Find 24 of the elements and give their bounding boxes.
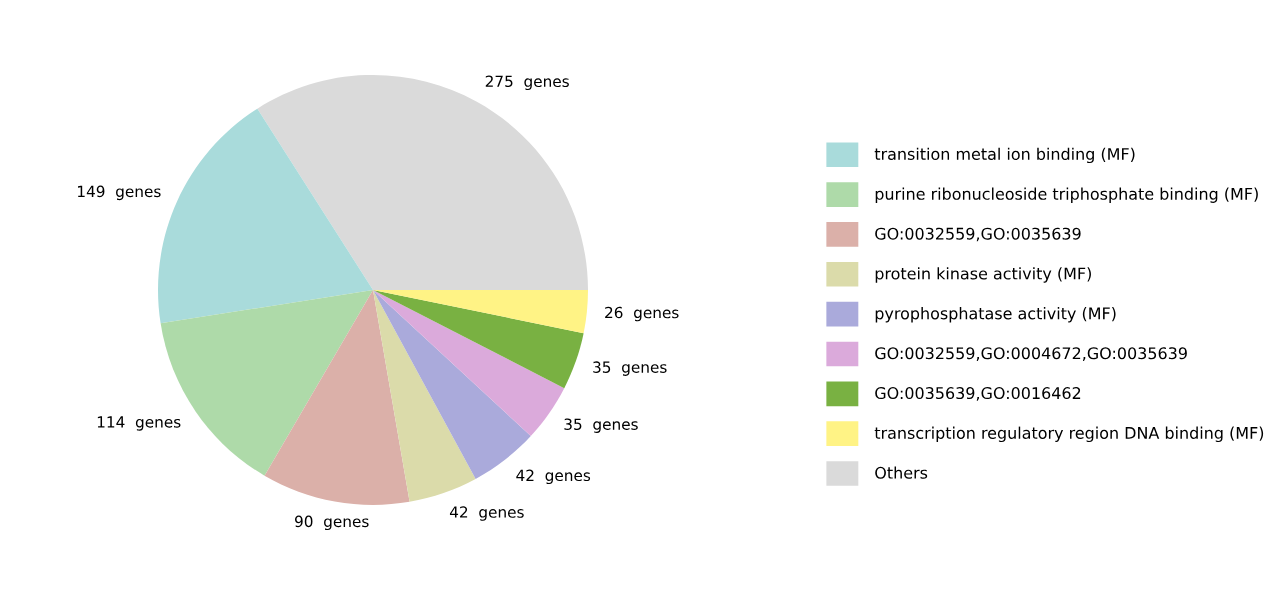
legend-label: protein kinase activity (MF) <box>875 267 1091 283</box>
pie-slice <box>373 290 565 436</box>
data-label: 35 genes <box>593 361 667 376</box>
legend-label: GO:0032559,GO:0004672,GO:0035639 <box>875 347 1187 361</box>
legend-label: pyrophosphatase activity (MF) <box>875 307 1116 323</box>
data-label: 42 genes <box>449 506 524 521</box>
legend-label: Others <box>875 466 928 479</box>
data-label: 42 genes <box>516 469 591 485</box>
legend-label: transcription regulatory region DNA binding (MF) <box>874 426 1264 443</box>
pie-slice <box>373 290 584 389</box>
legend-label: GO:0035639,GO:0016462 <box>875 387 1081 401</box>
data-label: 114 genes <box>97 416 181 431</box>
pie-slice <box>373 290 476 502</box>
data-label: 275 genes <box>485 75 569 91</box>
legend-label: GO:0032559,GO:0035639 <box>875 227 1081 242</box>
data-label: 149 genes <box>78 185 161 201</box>
data-label: 35 genes <box>564 418 638 433</box>
pie-slice <box>373 290 588 334</box>
data-label: 90 genes <box>295 515 369 531</box>
pie-slice <box>257 75 588 290</box>
legend-label: purine ribonucleoside triphosphate binding (MF) <box>875 187 1258 203</box>
pie-slice <box>264 290 410 505</box>
legend-label: transition metal ion binding (MF) <box>874 147 1135 164</box>
data-label: 26 genes <box>605 306 679 322</box>
